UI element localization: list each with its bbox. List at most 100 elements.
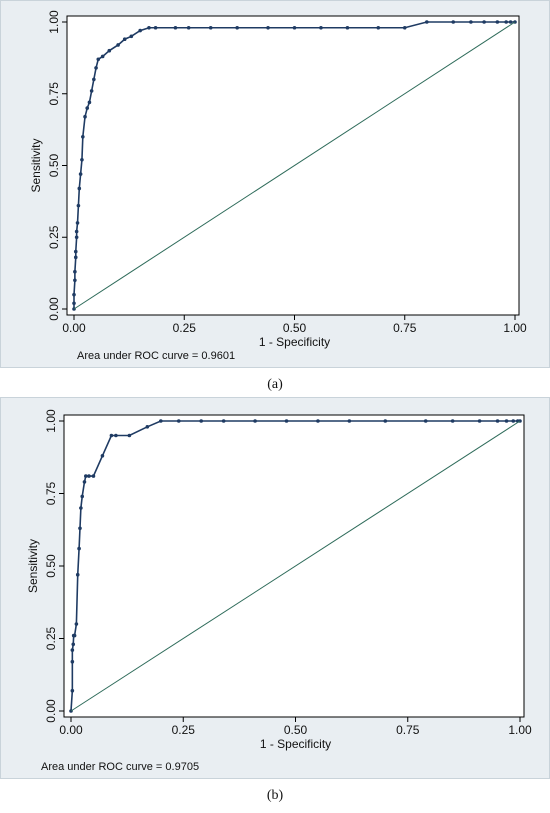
roc-point-b	[511, 419, 516, 423]
roc-point-a	[83, 114, 87, 119]
x-tick-label-a: 0.75	[393, 321, 417, 335]
roc-point-a	[81, 135, 85, 139]
roc-point-a	[504, 20, 508, 24]
y-tick-label-a: 0.00	[47, 297, 61, 321]
reference-line-a	[73, 21, 516, 310]
roc-point-b	[87, 474, 91, 478]
figure-caption-b: (b)	[266, 788, 284, 803]
y-axis-label-a: Sensitivity	[29, 138, 43, 192]
roc-point-a	[73, 278, 77, 283]
roc-point-a	[96, 57, 101, 62]
roc-chart-b: 0.00 0.25 0.50 0.75 1.00 0.00 0.25 0.50 0.75 1.00…	[26, 409, 532, 751]
y-tick-label-b: 0.75	[44, 481, 58, 505]
x-tick-label-b: 0.50	[284, 723, 308, 737]
roc-point-a	[425, 20, 429, 24]
roc-point-a	[100, 54, 105, 59]
roc-point-b	[77, 546, 81, 551]
x-tick-label-b: 0.25	[172, 723, 196, 737]
roc-point-a	[73, 255, 78, 260]
roc-point-b	[84, 474, 88, 478]
roc-point-b	[70, 659, 75, 664]
roc-point-b	[71, 642, 76, 647]
roc-point-a	[376, 25, 381, 30]
roc-point-a	[73, 269, 77, 274]
roc-point-b	[127, 433, 132, 438]
roc-point-a	[235, 25, 239, 30]
x-axis-label-a: 1 - Specificity	[259, 335, 330, 349]
roc-point-b	[159, 419, 163, 423]
plot-area-b	[63, 414, 525, 718]
x-tick-label-a: 1.00	[503, 321, 527, 335]
roc-point-b	[504, 419, 509, 423]
chart-panel-a: 0.00 0.25 0.50 0.75 1.00 0.00 0.25 0.50 0.75 1.00…	[0, 0, 550, 368]
x-tick-label-a: 0.50	[283, 321, 307, 335]
roc-point-b	[221, 419, 226, 423]
roc-point-b	[79, 506, 83, 510]
roc-point-b	[176, 419, 181, 423]
roc-point-a	[74, 229, 79, 234]
roc-point-b	[347, 419, 352, 423]
auc-annotation-b: Area under ROC curve = 0.9705	[41, 761, 200, 773]
roc-point-a	[107, 48, 112, 53]
roc-point-a	[173, 25, 178, 30]
roc-point-a	[153, 25, 158, 30]
roc-point-a	[469, 20, 473, 24]
roc-point-a	[138, 28, 142, 33]
roc-point-a	[451, 20, 456, 24]
roc-point-b	[70, 688, 75, 693]
roc-point-a	[186, 25, 191, 30]
roc-point-a	[92, 77, 96, 82]
roc-point-a	[72, 301, 76, 306]
roc-point-a	[73, 249, 78, 254]
roc-point-a	[74, 235, 79, 240]
roc-point-b	[199, 419, 204, 423]
plot-area-a	[66, 15, 520, 316]
roc-point-b	[284, 419, 289, 423]
reference-line-b	[70, 420, 521, 712]
roc-point-b	[80, 494, 85, 499]
roc-point-a	[319, 25, 323, 30]
x-tick-label-b: 1.00	[508, 723, 532, 737]
roc-point-a	[292, 25, 297, 30]
roc-point-a	[147, 25, 151, 30]
y-tick-label-a: 1.00	[47, 10, 61, 34]
y-tick-label-a: 0.50	[47, 153, 61, 177]
roc-point-b	[100, 454, 105, 458]
roc-point-b	[78, 526, 82, 531]
y-axis-label-b: Sensitivity	[26, 539, 40, 593]
y-tick-label-b: 0.50	[44, 554, 58, 578]
roc-point-b	[109, 433, 114, 438]
figure-caption-a: (a)	[267, 377, 283, 392]
y-tick-label-b: 0.00	[44, 699, 58, 723]
y-tick-label-a: 0.25	[47, 225, 61, 249]
roc-point-a	[72, 292, 76, 297]
roc-point-a	[116, 43, 120, 47]
roc-point-b	[82, 480, 87, 484]
roc-point-a	[266, 25, 270, 30]
x-tick-label-a: 0.25	[173, 321, 197, 335]
chart-panel-b: 0.00 0.25 0.50 0.75 1.00 0.00 0.25 0.50 0.75 1.00…	[0, 397, 550, 779]
roc-point-a	[78, 172, 83, 176]
y-tick-label-a: 0.75	[47, 82, 61, 106]
x-tick-label-a: 0.00	[62, 321, 86, 335]
roc-point-a	[75, 221, 80, 225]
roc-point-b	[75, 572, 80, 577]
roc-point-b	[316, 419, 320, 423]
roc-point-b	[145, 425, 150, 429]
roc-point-a	[402, 25, 407, 30]
roc-point-b	[72, 633, 77, 638]
roc-point-b	[91, 474, 96, 478]
y-tick-label-b: 1.00	[44, 409, 58, 433]
roc-point-a	[85, 106, 90, 110]
x-tick-label-b: 0.00	[59, 723, 83, 737]
roc-point-a	[89, 89, 94, 93]
x-tick-label-b: 0.75	[396, 723, 420, 737]
auc-annotation-a: Area under ROC curve = 0.9601	[77, 350, 236, 362]
roc-point-a	[208, 25, 213, 30]
roc-point-a	[87, 100, 92, 105]
roc-point-a	[77, 186, 82, 191]
roc-point-b	[383, 419, 388, 423]
roc-point-a	[76, 203, 81, 208]
roc-point-b	[477, 419, 482, 423]
roc-point-a	[94, 66, 98, 70]
